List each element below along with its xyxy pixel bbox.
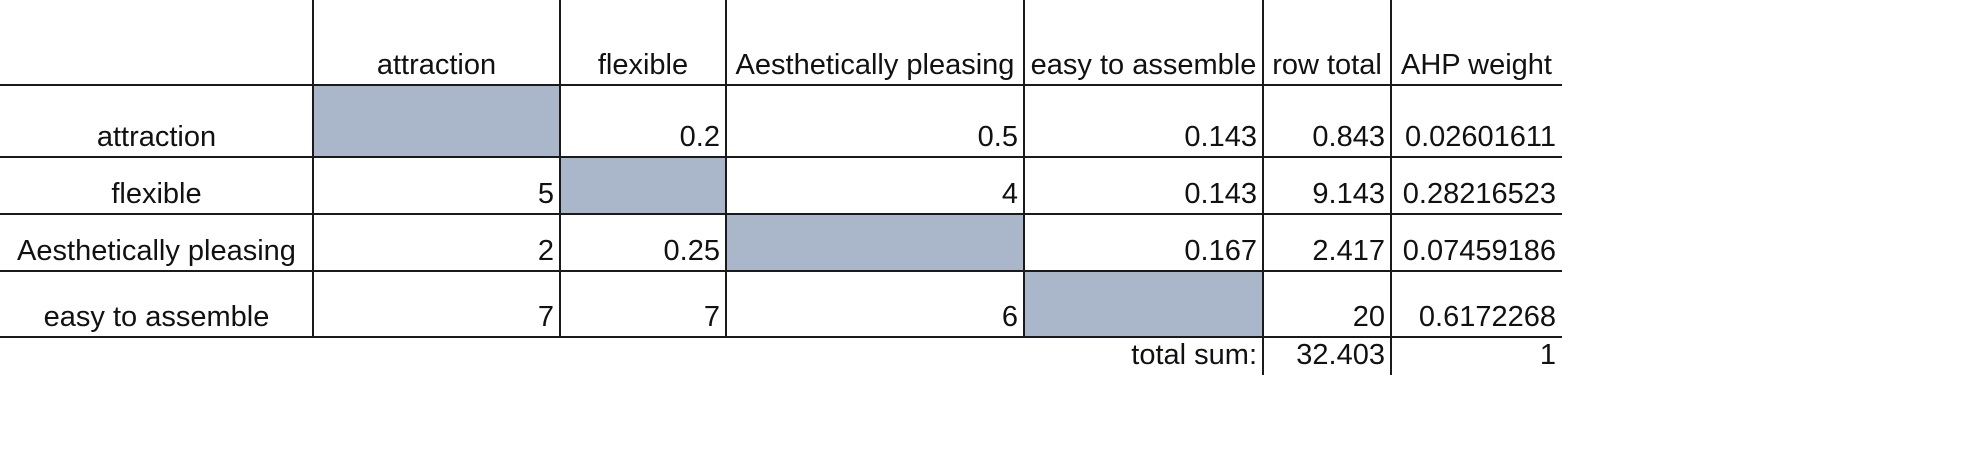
table-cell: 20 bbox=[1352, 301, 1385, 333]
grid-line bbox=[312, 0, 314, 337]
table-cell: 7 bbox=[537, 301, 554, 333]
table-cell: 0.5 bbox=[977, 121, 1018, 153]
diagonal-blank-cell bbox=[1025, 272, 1263, 337]
total-label: total sum: bbox=[1131, 339, 1257, 371]
table-cell: 0.6172268 bbox=[1418, 301, 1556, 333]
grid-line bbox=[0, 84, 1562, 86]
table-cell: 0.143 bbox=[1184, 178, 1257, 210]
table-cell: 6 bbox=[1001, 301, 1018, 333]
row-header: flexible bbox=[111, 178, 202, 210]
table-cell: 0.02601611 bbox=[1404, 121, 1556, 153]
grid-line bbox=[0, 270, 1562, 272]
table-cell: 0.143 bbox=[1184, 121, 1257, 153]
table-cell: 2 bbox=[537, 235, 554, 267]
grid-line bbox=[1390, 0, 1392, 337]
diagonal-blank-cell bbox=[561, 158, 726, 214]
grid-line bbox=[0, 156, 1562, 158]
grid-line bbox=[1262, 337, 1264, 375]
grid-line bbox=[725, 0, 727, 337]
column-header: easy to assemble bbox=[1030, 49, 1257, 81]
table-cell: 9.143 bbox=[1312, 178, 1385, 210]
grid-line bbox=[559, 0, 561, 337]
diagonal-blank-cell bbox=[727, 215, 1024, 271]
table-cell: 0.28216523 bbox=[1402, 178, 1556, 210]
diagonal-blank-cell bbox=[314, 86, 560, 157]
column-header: flexible bbox=[597, 49, 689, 81]
column-header: row total bbox=[1272, 49, 1382, 81]
grid-line bbox=[1262, 0, 1264, 337]
row-header: easy to assemble bbox=[43, 301, 270, 333]
grid-line bbox=[1390, 337, 1392, 375]
table-cell: 5 bbox=[537, 178, 554, 210]
total-row-total: 32.403 bbox=[1296, 339, 1385, 371]
column-header: AHP weight bbox=[1401, 49, 1552, 81]
table-cell: 0.2 bbox=[679, 121, 720, 153]
table-cell: 4 bbox=[1001, 178, 1018, 210]
table-cell: 7 bbox=[703, 301, 720, 333]
grid-line bbox=[1023, 0, 1025, 337]
grid-line bbox=[0, 213, 1562, 215]
grid-line bbox=[0, 336, 1562, 338]
total-weight: 1 bbox=[1539, 339, 1556, 371]
row-header: attraction bbox=[96, 121, 217, 153]
row-header: Aesthetically pleasing bbox=[17, 235, 296, 267]
column-header: Aesthetically pleasing bbox=[735, 49, 1015, 81]
table-cell: 0.25 bbox=[663, 235, 720, 267]
table-cell: 0.167 bbox=[1184, 235, 1257, 267]
table-cell: 2.417 bbox=[1312, 235, 1385, 267]
table-cell: 0.07459186 bbox=[1402, 235, 1556, 267]
column-header: attraction bbox=[376, 49, 497, 81]
table-cell: 0.843 bbox=[1312, 121, 1385, 153]
